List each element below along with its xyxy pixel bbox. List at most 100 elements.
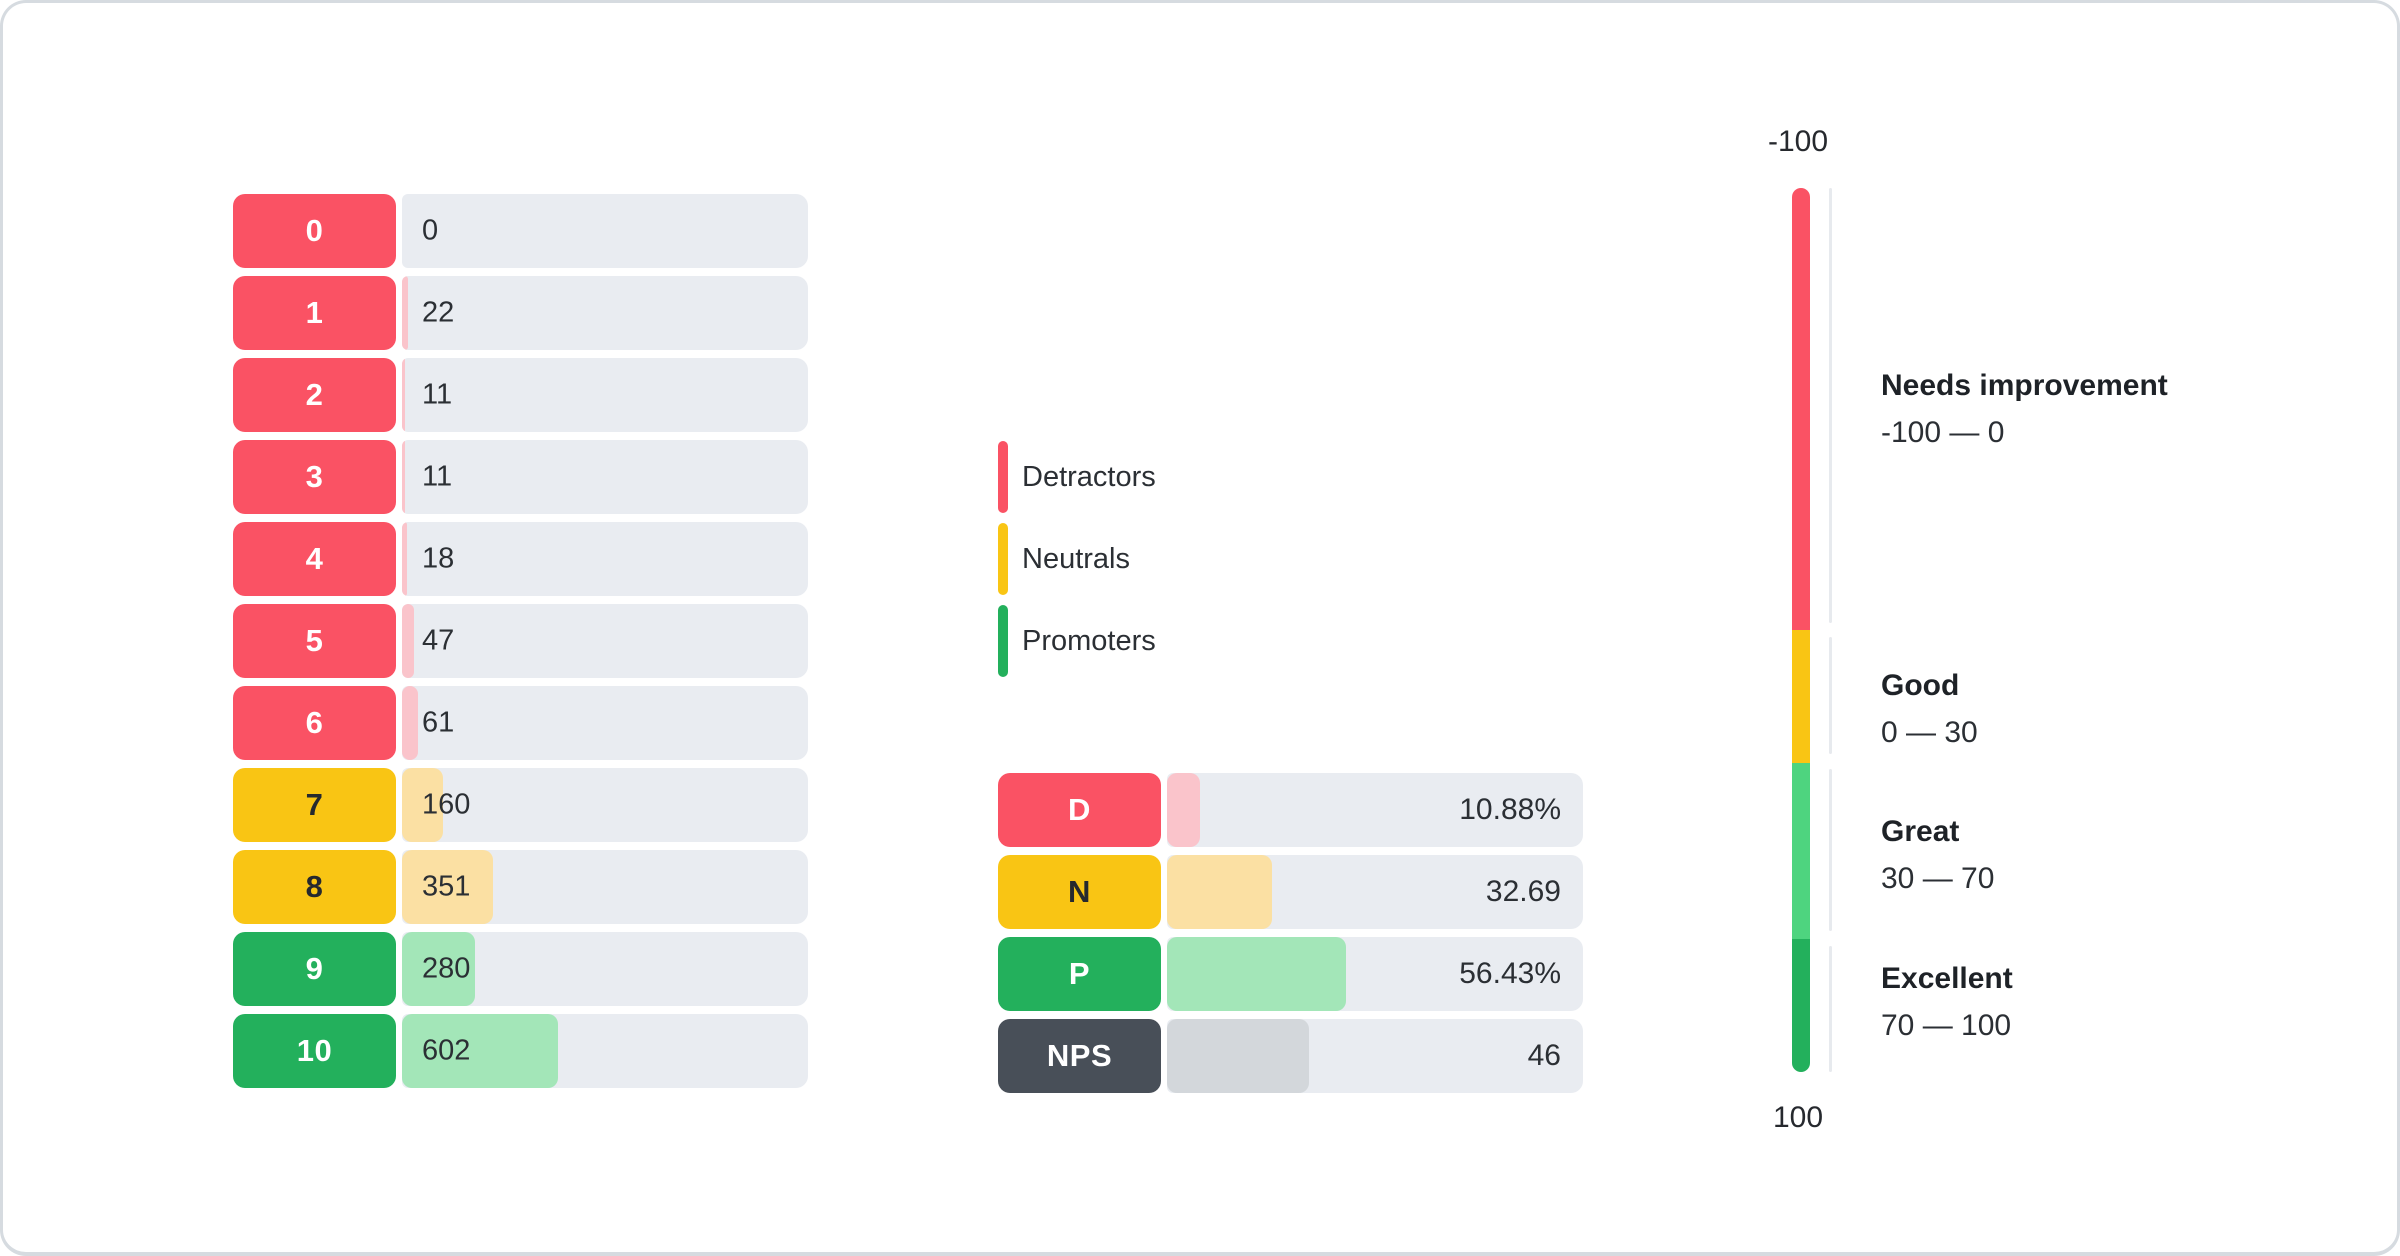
score-row-3: 3 11: [233, 440, 808, 514]
score-chip-0: 0: [233, 194, 396, 268]
score-value-4: 18: [422, 542, 455, 575]
summary-fill-n: [1167, 855, 1272, 929]
score-fill-7: [402, 768, 444, 842]
summary-track-d: 10.88%: [1167, 773, 1583, 847]
gauge-tick-line-good: [1829, 637, 1832, 754]
score-value-2: 11: [422, 378, 453, 411]
score-track-7: 160: [402, 768, 808, 842]
gauge-segment-good: [1792, 630, 1810, 763]
nps-summary-chart: D 10.88% N 32.69 P 56.43% NPS 46: [998, 773, 1583, 1101]
gauge-range-excellent: Excellent 70 — 100: [1881, 961, 2013, 1044]
summary-row-detractors: D 10.88%: [998, 773, 1583, 847]
score-chip-8: 8: [233, 850, 396, 924]
score-track-9: 280: [402, 932, 808, 1006]
score-chip-3: 3: [233, 440, 396, 514]
legend-item-neutrals: Neutrals: [998, 523, 1156, 595]
summary-row-neutrals: N 32.69: [998, 855, 1583, 929]
score-row-8: 8 351: [233, 850, 808, 924]
gauge-range-title: Good: [1881, 669, 1960, 702]
summary-value-nps: 46: [1527, 1039, 1561, 1072]
score-fill-3: [402, 440, 405, 514]
score-row-10: 10 602: [233, 1014, 808, 1088]
score-track-10: 602: [402, 1014, 808, 1088]
score-row-2: 2 11: [233, 358, 808, 432]
score-chip-6: 6: [233, 686, 396, 760]
gauge-range-values: 30 — 70: [1881, 862, 1995, 895]
legend: Detractors Neutrals Promoters: [998, 441, 1156, 687]
gauge-segment-excellent: [1792, 939, 1810, 1072]
gauge-range-title: Excellent: [1881, 962, 2013, 995]
nps-gauge-bar: [1792, 188, 1810, 1072]
gauge-range-needs-improvement: Needs improvement -100 — 0: [1881, 368, 2168, 451]
gauge-range-great: Great 30 — 70: [1881, 814, 1994, 897]
score-value-3: 11: [422, 460, 453, 493]
score-track-3: 11: [402, 440, 808, 514]
score-value-1: 22: [422, 296, 455, 329]
score-track-8: 351: [402, 850, 808, 924]
score-chip-2: 2: [233, 358, 396, 432]
summary-value-d: 10.88%: [1459, 793, 1561, 826]
legend-label-promoters: Promoters: [1022, 624, 1156, 657]
summary-row-nps: NPS 46: [998, 1019, 1583, 1093]
summary-track-nps: 46: [1167, 1019, 1583, 1093]
neutrals-color-swatch: [998, 523, 1008, 595]
score-track-4: 18: [402, 522, 808, 596]
gauge-segment-needs-improvement: [1792, 188, 1810, 630]
score-value-8: 351: [422, 870, 471, 903]
score-row-1: 1 22: [233, 276, 808, 350]
score-value-9: 280: [422, 952, 471, 985]
legend-item-detractors: Detractors: [998, 441, 1156, 513]
score-chip-10: 10: [233, 1014, 396, 1088]
score-distribution-chart: 0 0 1 22 2 11 3 11: [233, 194, 808, 1096]
gauge-range-values: 70 — 100: [1881, 1009, 2012, 1042]
score-value-7: 160: [422, 788, 471, 821]
score-chip-4: 4: [233, 522, 396, 596]
summary-fill-nps: [1167, 1019, 1310, 1093]
score-track-1: 22: [402, 276, 808, 350]
gauge-range-title: Needs improvement: [1881, 369, 2168, 402]
score-value-5: 47: [422, 624, 455, 657]
score-fill-6: [402, 686, 418, 760]
score-fill-4: [402, 522, 407, 596]
score-fill-2: [402, 358, 405, 432]
gauge-range-title: Great: [1881, 815, 1960, 848]
promoters-color-swatch: [998, 605, 1008, 677]
score-track-2: 11: [402, 358, 808, 432]
score-row-0: 0 0: [233, 194, 808, 268]
score-track-0: 0: [402, 194, 808, 268]
summary-fill-p: [1167, 937, 1346, 1011]
summary-chip-n: N: [998, 855, 1161, 929]
score-row-4: 4 18: [233, 522, 808, 596]
gauge-tick-line-great: [1829, 769, 1832, 931]
score-value-6: 61: [422, 706, 455, 739]
summary-track-n: 32.69: [1167, 855, 1583, 929]
score-value-0: 0: [422, 214, 439, 247]
score-fill-8: [402, 850, 494, 924]
gauge-axis-label-bottom: 100: [1772, 1101, 1824, 1134]
gauge-segment-great: [1792, 762, 1810, 940]
gauge-range-values: -100 — 0: [1881, 416, 2005, 449]
score-track-6: 61: [402, 686, 808, 760]
summary-value-p: 56.43%: [1459, 957, 1561, 990]
summary-row-promoters: P 56.43%: [998, 937, 1583, 1011]
gauge-range-good: Good 0 — 30: [1881, 668, 1978, 751]
summary-chip-d: D: [998, 773, 1161, 847]
score-chip-5: 5: [233, 604, 396, 678]
summary-track-p: 56.43%: [1167, 937, 1583, 1011]
legend-label-detractors: Detractors: [1022, 460, 1156, 493]
score-chip-1: 1: [233, 276, 396, 350]
score-fill-9: [402, 932, 475, 1006]
summary-fill-d: [1167, 773, 1201, 847]
gauge-range-values: 0 — 30: [1881, 716, 1978, 749]
gauge-tick-line-needs-improvement: [1829, 188, 1832, 623]
legend-item-promoters: Promoters: [998, 605, 1156, 677]
score-row-9: 9 280: [233, 932, 808, 1006]
gauge-tick-line-excellent: [1829, 946, 1832, 1072]
summary-chip-nps: NPS: [998, 1019, 1161, 1093]
score-fill-10: [402, 1014, 559, 1088]
score-row-6: 6 61: [233, 686, 808, 760]
gauge-axis-label-top: -100: [1767, 125, 1829, 158]
score-chip-7: 7: [233, 768, 396, 842]
score-row-7: 7 160: [233, 768, 808, 842]
